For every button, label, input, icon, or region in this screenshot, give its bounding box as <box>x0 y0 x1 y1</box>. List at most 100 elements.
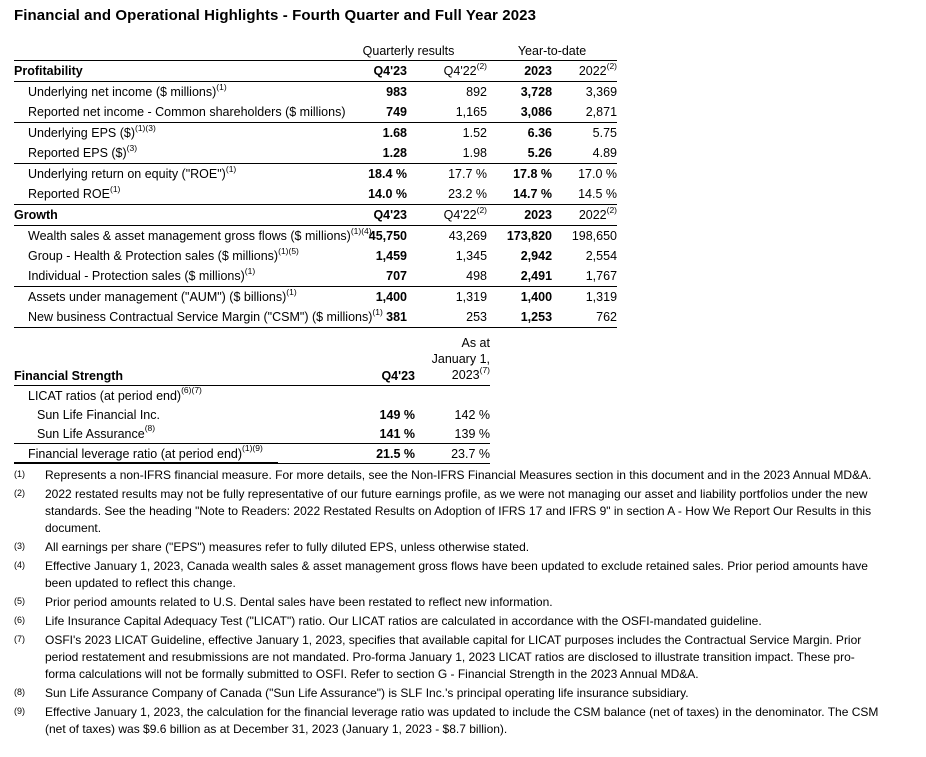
cell-jan-2023: 139 % <box>415 424 490 444</box>
row-label: Reported net income - Common shareholder… <box>14 102 346 123</box>
footnote-marker: (2) <box>14 488 25 498</box>
footnote-marker: (5) <box>14 596 25 606</box>
footnote-9: (9) Effective January 1, 2023, the calcu… <box>14 704 886 738</box>
table-row-individual-protection: Individual - Protection sales ($ million… <box>14 266 618 287</box>
cell-2023: 6.36 <box>527 126 553 140</box>
table-row-reported-eps: Reported EPS ($)(3) 1.28 1.98 5.26 4.89 <box>14 143 618 164</box>
footnote-1: (1) Represents a non-IFRS financial meas… <box>14 467 886 484</box>
footnote-ref: (1) <box>372 306 383 317</box>
row-label: Underlying net income ($ millions)(1) <box>28 81 227 99</box>
footnote-text: All earnings per share ("EPS") measures … <box>45 540 530 554</box>
cell-q423: 149 % <box>379 407 415 422</box>
table-row-reported-roe: Reported ROE(1) 14.0 % 23.2 % 14.7 % 14.… <box>14 184 618 205</box>
cell-jan-2023 <box>415 386 490 406</box>
footnote-ref: (2) <box>476 60 488 71</box>
cell-q423: 749 <box>330 102 407 123</box>
column-header-q423: Q4'23 <box>330 60 407 82</box>
table-row-reported-net-income: Reported net income - Common shareholder… <box>14 102 618 123</box>
footnote-5: (5) Prior period amounts related to U.S.… <box>14 594 886 611</box>
column-header-as-at: As at January 1, 2023(7) <box>415 331 490 386</box>
column-header-2023: 2023 <box>487 60 553 82</box>
footnote-text: Life Insurance Capital Adequacy Test ("L… <box>45 614 762 628</box>
row-label: Underlying return on equity ("ROE")(1) <box>28 163 237 181</box>
footnote-2: (2) 2022 restated results may not be ful… <box>14 486 886 537</box>
column-header-2022: 2022(2) <box>552 60 618 82</box>
footnote-ref: (1) <box>286 286 297 297</box>
table-row-underlying-eps: Underlying EPS ($)(1)(3) 1.68 1.52 6.36 … <box>14 123 617 144</box>
footnote-separator <box>14 462 278 463</box>
cell-2022: 198,650 <box>571 229 618 243</box>
table-row-aum: Assets under management ("AUM") ($ billi… <box>14 287 617 308</box>
table-row-sun-life-assurance: Sun Life Assurance(8) 141 % 139 % <box>14 424 490 444</box>
footnote-marker: (1) <box>14 469 25 479</box>
footnote-marker: (9) <box>14 706 25 716</box>
section-title-growth: Growth <box>14 204 330 226</box>
row-label: Sun Life Financial Inc. <box>37 407 160 422</box>
group-header-row: Quarterly results Year-to-date <box>14 42 618 61</box>
cell-q423: 14.0 % <box>330 184 407 205</box>
footnote-4: (4) Effective January 1, 2023, Canada we… <box>14 558 886 592</box>
table-row-wealth-sales: Wealth sales & asset management gross fl… <box>14 226 617 247</box>
table-row-licat-ratios: LICAT ratios (at period end)(6)(7) <box>14 386 490 406</box>
cell-2022: 2,554 <box>585 249 618 263</box>
cell-q423: 983 <box>386 85 407 99</box>
highlights-table: Quarterly results Year-to-date Profitabi… <box>14 42 618 328</box>
cell-q423: 1.68 <box>382 126 407 140</box>
row-label: Wealth sales & asset management gross fl… <box>28 225 372 243</box>
table-row-group-health-protection: Group - Health & Protection sales ($ mil… <box>14 246 617 266</box>
footnote-text: Effective January 1, 2023, the calculati… <box>45 705 879 736</box>
footnote-ref: (8) <box>144 423 156 434</box>
financial-strength-table: Financial Strength Q4'23 As at January 1… <box>14 331 490 464</box>
cell-q422: 498 <box>407 266 488 287</box>
footnote-marker: (3) <box>14 541 25 551</box>
cell-q423: 381 <box>330 307 407 328</box>
cell-q423: 1,459 <box>375 249 407 263</box>
footnote-6: (6) Life Insurance Capital Adequacy Test… <box>14 613 886 630</box>
cell-2023: 2,491 <box>487 266 553 287</box>
footnote-ref: (7) <box>479 364 490 375</box>
footnote-ref: (2) <box>606 204 618 215</box>
footnote-marker: (6) <box>14 615 25 625</box>
footnote-ref: (1) <box>225 163 237 174</box>
cell-2022: 3,369 <box>585 85 618 99</box>
cell-jan-2023: 23.7 % <box>415 443 490 464</box>
cell-q423: 1,400 <box>375 290 407 304</box>
column-header-q423: Q4'23 <box>310 331 415 386</box>
cell-q422: 1,345 <box>455 249 488 263</box>
footnote-ref: (1)(9) <box>242 443 263 454</box>
cell-2023: 2,942 <box>520 249 553 263</box>
cell-2022: 17.0 % <box>578 167 618 181</box>
as-at-line3: 2023(7) <box>451 364 490 382</box>
footnote-text: 2022 restated results may not be fully r… <box>45 487 872 535</box>
cell-q423 <box>310 386 415 406</box>
table-row-underlying-net-income: Underlying net income ($ millions)(1) 98… <box>14 82 617 103</box>
as-at-line2: January 1, <box>431 352 490 366</box>
section-title-financial-strength: Financial Strength <box>14 331 310 386</box>
row-label: Individual - Protection sales ($ million… <box>14 266 330 287</box>
footnote-marker: (8) <box>14 687 25 697</box>
row-label: Group - Health & Protection sales ($ mil… <box>28 245 299 263</box>
table-row-sun-life-financial: Sun Life Financial Inc. 149 % 142 % <box>14 405 490 424</box>
cell-q423: 45,750 <box>368 229 407 243</box>
row-label: Reported EPS ($)(3) <box>14 143 330 164</box>
footnote-text: Represents a non-IFRS financial measure.… <box>45 468 872 482</box>
footnote-text: OSFI's 2023 LICAT Guideline, effective J… <box>45 633 862 681</box>
footnote-ref: (6)(7) <box>181 385 202 396</box>
footnote-ref: (1) <box>216 81 227 92</box>
profitability-header-row: Profitability Q4'23 Q4'22(2) 2023 2022(2… <box>14 60 618 82</box>
cell-q422: 1,165 <box>407 102 488 123</box>
footnotes: (1) Represents a non-IFRS financial meas… <box>14 467 886 740</box>
footnote-ref: (1)(3) <box>135 122 156 133</box>
cell-q423: 18.4 % <box>368 167 407 181</box>
cell-q422: 17.7 % <box>448 167 488 181</box>
footnote-3: (3) All earnings per share ("EPS") measu… <box>14 539 886 556</box>
cell-2023: 14.7 % <box>487 184 553 205</box>
cell-q422: 43,269 <box>448 229 488 243</box>
cell-q423: 707 <box>330 266 407 287</box>
cell-q423: 1.28 <box>330 143 407 164</box>
group-header-ytd: Year-to-date <box>487 42 618 61</box>
cell-2022: 2,871 <box>552 102 618 123</box>
as-at-line1: As at <box>461 336 491 350</box>
cell-jan-2023: 142 % <box>454 407 490 422</box>
